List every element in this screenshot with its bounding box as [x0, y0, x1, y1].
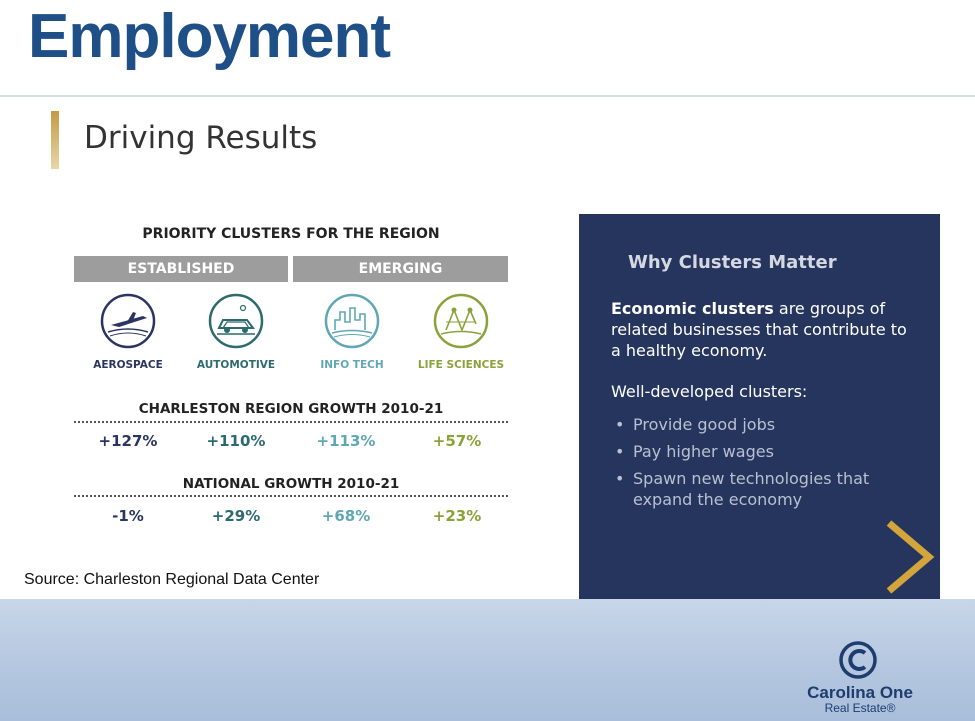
panel-description-bold: Economic clusters: [611, 299, 774, 318]
slide-subtitle: Driving Results: [84, 120, 318, 156]
regional-growth-life-sciences: +57%: [432, 432, 482, 450]
national-growth-aerospace: -1%: [112, 507, 144, 525]
list-item-text: Spawn new technologies that expand the e…: [633, 469, 870, 509]
bullet-icon: •: [615, 469, 625, 488]
logo-company-subtitle: Real Estate®: [824, 701, 896, 715]
panel-description-rest: are groups of related businesses that co…: [611, 299, 907, 360]
panel-description: Economic clusters are groups of related …: [611, 298, 921, 361]
panel-list-heading: Well-developed clusters:: [611, 382, 808, 401]
regional-growth-heading: CHARLESTON REGION GROWTH 2010-21: [138, 401, 444, 417]
cluster-label-info-tech: INFO TECH: [320, 359, 384, 371]
footer-band: [0, 599, 975, 721]
chevron-right-icon: [886, 520, 935, 594]
why-clusters-panel: Why Clusters Matter Economic clusters ar…: [579, 214, 940, 599]
cluster-label-aerospace: AEROSPACE: [93, 359, 163, 371]
panel-benefits-list: • Provide good jobs • Pay higher wages • Sp…: [611, 414, 911, 516]
list-item: • Provide good jobs: [611, 414, 911, 435]
airplane-icon: [100, 293, 156, 349]
list-item-text: Pay higher wages: [633, 442, 774, 461]
regional-growth-aerospace: +127%: [98, 432, 158, 450]
panel-title: Why Clusters Matter: [628, 252, 837, 273]
list-item: • Spawn new technologies that expand the …: [611, 468, 911, 510]
car-icon: [208, 293, 264, 349]
logo-company-name: Carolina One: [807, 683, 913, 702]
title-divider: [0, 95, 975, 97]
bullet-icon: •: [615, 415, 625, 434]
infographic-heading: PRIORITY CLUSTERS FOR THE REGION: [142, 226, 440, 242]
list-item: • Pay higher wages: [611, 441, 911, 462]
company-logo-icon: [839, 641, 877, 679]
national-growth-heading: NATIONAL GROWTH 2010-21: [182, 476, 400, 492]
national-growth-life-sciences: +23%: [432, 507, 482, 525]
subtitle-accent-bar: [51, 111, 59, 169]
national-growth-info-tech: +68%: [321, 507, 371, 525]
list-item-text: Provide good jobs: [633, 415, 776, 434]
slide-title: Employment: [28, 2, 391, 71]
category-established: ESTABLISHED: [74, 256, 288, 282]
cluster-label-automotive: AUTOMOTIVE: [196, 359, 276, 371]
bullet-icon: •: [615, 442, 625, 461]
source-citation: Source: Charleston Regional Data Center: [24, 571, 320, 588]
national-growth-divider: [74, 495, 508, 497]
national-growth-automotive: +29%: [211, 507, 261, 525]
regional-growth-info-tech: +113%: [316, 432, 376, 450]
regional-growth-divider: [74, 421, 508, 423]
category-emerging: EMERGING: [293, 256, 508, 282]
molecule-icon: [433, 293, 489, 349]
city-skyline-icon: [324, 293, 380, 349]
cluster-label-life-sciences: LIFE SCIENCES: [417, 359, 505, 371]
regional-growth-automotive: +110%: [206, 432, 266, 450]
